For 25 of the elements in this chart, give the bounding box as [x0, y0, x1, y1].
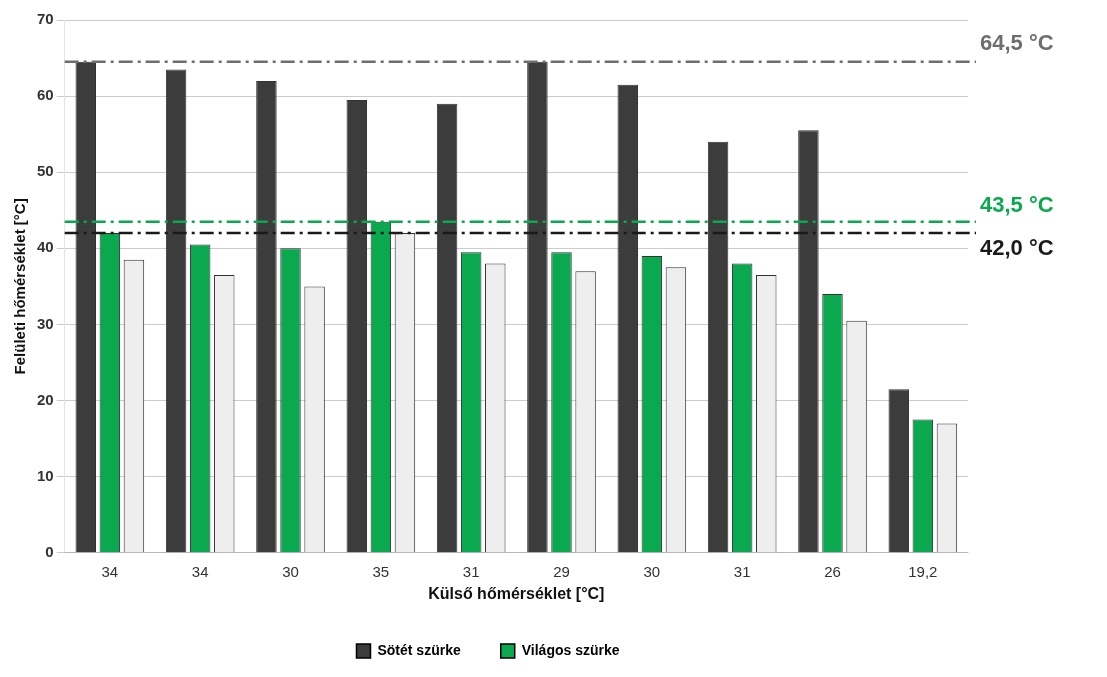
x-tick-label: 31	[733, 562, 751, 580]
x-tick-label: 19,2	[908, 562, 938, 580]
ref-line-label: 42,0 °C	[980, 235, 1054, 261]
x-tick-label: 31	[462, 562, 480, 580]
y-tick-label: 40	[37, 238, 54, 256]
y-tick-label: 0	[45, 542, 54, 560]
x-tick-label: 30	[643, 562, 661, 580]
x-tick-label: 26	[824, 562, 841, 580]
y-tick-label: 30	[37, 314, 54, 332]
legend-label: Sötét szürke	[377, 641, 461, 658]
x-tick-label: 34	[191, 562, 209, 580]
y-tick-label: 20	[37, 390, 54, 408]
y-tick-label: 50	[37, 162, 54, 180]
ref-line-label: 43,5 °C	[980, 191, 1054, 217]
x-tick-label: 34	[101, 562, 119, 580]
x-axis-title: Külső hőmérséklet [°C]	[428, 584, 605, 602]
y-tick-label: 10	[37, 466, 54, 484]
y-tick-label: 60	[37, 86, 54, 104]
ref-line-label: 64,5 °C	[980, 29, 1054, 55]
y-tick-label: 70	[37, 10, 54, 28]
legend-label: Világos szürke	[521, 641, 620, 658]
x-tick-label: 35	[372, 562, 390, 580]
y-axis-title: Felületi hőmérséklet [°C]	[11, 198, 29, 375]
x-tick-label: 30	[282, 562, 299, 580]
x-tick-label: 29	[553, 562, 570, 580]
